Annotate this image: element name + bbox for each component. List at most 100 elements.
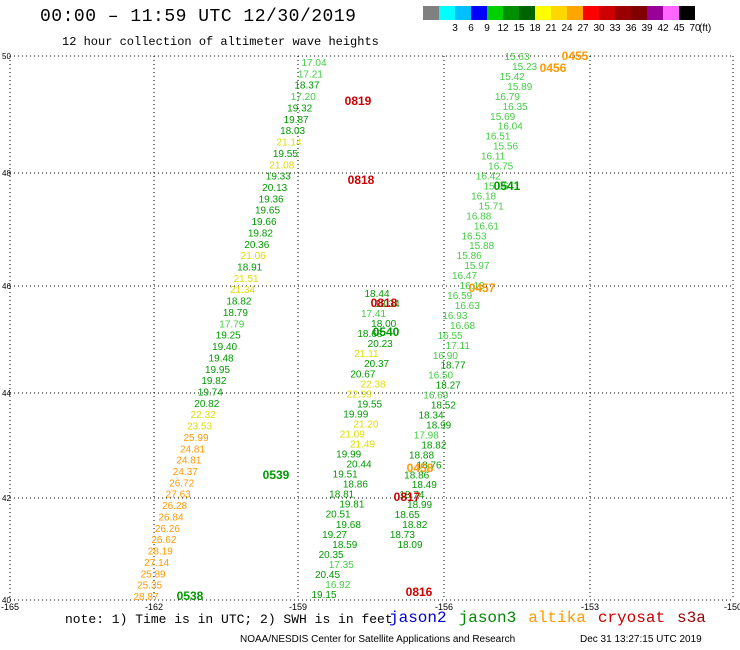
wave-height-value: 16.75 [488,162,513,173]
wave-height-value: 19.25 [216,331,241,342]
wave-height-value: 19.55 [357,399,382,410]
wave-height-value: 19.65 [255,206,280,217]
credit-line: NOAA/NESDIS Center for Satellite Applica… [240,634,516,645]
wave-height-value: 21.51 [234,274,259,285]
wave-height-value: 18.09 [397,540,422,551]
wave-height-value: 25.99 [183,433,208,444]
wave-height-value: 18.34 [375,299,400,310]
wave-height-value: 16.69 [423,391,448,402]
wave-height-value: 16.51 [485,132,510,143]
wave-height-value: 19.36 [259,194,284,205]
wave-height-value: 19.68 [336,520,361,531]
pass-time-label: 0457 [469,281,496,295]
wave-height-value: 19.51 [333,470,358,481]
legend-label: 15 [513,23,525,34]
legend-label: 9 [484,23,490,34]
wave-height-value: 19.95 [205,365,230,376]
wave-height-value: 19.74 [198,388,223,399]
wave-height-value: 18.52 [431,401,456,412]
legend-swatch [503,6,519,20]
legend-swatch [551,6,567,20]
longitude-tick-label: -159 [289,602,307,612]
longitude-tick-label: -165 [1,602,19,612]
latitude-tick-label: 44 [2,389,11,398]
wave-height-value: 19.99 [336,450,361,461]
wave-height-value: 16.18 [471,191,496,202]
wave-height-value: 20.36 [244,240,269,251]
longitude-tick-label: -162 [145,602,163,612]
wave-height-value: 15.63 [504,52,529,63]
wave-height-value: 25.35 [137,581,162,592]
wave-height-value: 17.35 [329,560,354,571]
wave-height-value: 22.38 [361,379,386,390]
wave-height-value: 21.06 [241,251,266,262]
wave-height-value: 27.63 [166,490,191,501]
wave-height-value: 20.37 [364,359,389,370]
pass-time-label: 0816 [406,585,433,599]
legend-swatch [567,6,583,20]
wave-height-value: 21.34 [230,285,255,296]
wave-height-value: 16.47 [452,271,477,282]
legend-swatch [647,6,663,20]
satellite-legend-item: cryosat [597,609,666,627]
wave-height-value: 19.82 [248,228,273,239]
wave-height-value: 18.49 [412,480,437,491]
wave-height-value: 17.20 [291,92,316,103]
latitude-tick-label: 50 [2,52,11,61]
color-legend: 3 6 9 12 15 18 21 24 27 30 33 36 39 42 45 70 (ft) [423,6,711,34]
wave-height-value: 22.99 [347,389,372,400]
wave-height-value: 17.98 [414,430,439,441]
legend-swatch [519,6,535,20]
wave-height-value: 18.03 [280,126,305,137]
satellite-legend-item: jason2 [389,609,447,627]
wave-height-value: 16.11 [481,152,506,163]
wave-height-value: 15.86 [457,251,482,262]
wave-height-value: 20.51 [326,510,351,521]
wave-height-value: 20.67 [350,369,375,380]
wave-height-value: 22.32 [191,410,216,421]
wave-height-value: 26.28 [162,501,187,512]
wave-height-value: 18.74 [399,490,424,501]
legend-label: 24 [561,23,573,34]
wave-height-value: 27.14 [144,558,169,569]
wave-height-value: 18.34 [418,411,443,422]
wave-height-value: 18.59 [332,540,357,551]
wave-height-value: 16.68 [450,321,475,332]
pass-time-label: 0540 [373,325,400,339]
pass-time-label: 0541 [494,179,521,193]
satellite-legend-item: jason3 [458,609,517,627]
wave-height-value: 17.11 [446,341,471,352]
pass-time-label: 0819 [345,94,372,108]
pass-time-label: 0458 [407,461,434,475]
legend-label: 30 [593,23,605,34]
wave-height-value: 15.23 [512,62,537,73]
wave-height-value: 19.40 [212,342,237,353]
wave-height-value: 24.81 [180,444,205,455]
wave-height-value: 18.37 [294,81,319,92]
wave-height-value: 24.81 [176,456,201,467]
legend-swatch [663,6,679,20]
latitude-tick-label: 48 [2,169,11,178]
wave-height-value: 17.21 [298,69,323,80]
satellite-legend-item: altika [528,609,586,627]
wave-height-value: 17.79 [219,319,244,330]
legend-swatch [439,6,455,20]
legend-swatch [631,6,647,20]
pass-time-label: 0538 [177,589,204,603]
legend-label: 21 [545,23,557,34]
wave-height-value: 16.90 [433,351,458,362]
wave-height-value: 18.65 [395,510,420,521]
wave-height-value: 15.88 [469,241,494,252]
legend-labels: 3 6 9 12 15 18 21 24 27 30 33 36 39 42 45 70 [423,23,713,35]
pass-time-label: 0818 [348,173,375,187]
legend-label: 45 [673,23,685,34]
wave-height-value: 18.77 [440,361,465,372]
wave-height-value: 18.76 [417,460,442,471]
legend-label: 39 [641,23,653,34]
pass-time-label: 0455 [562,49,589,63]
map-grid [9,55,734,601]
wave-height-value: 19.32 [287,103,312,114]
legend-label: 27 [577,23,589,34]
legend-swatch [423,6,439,20]
